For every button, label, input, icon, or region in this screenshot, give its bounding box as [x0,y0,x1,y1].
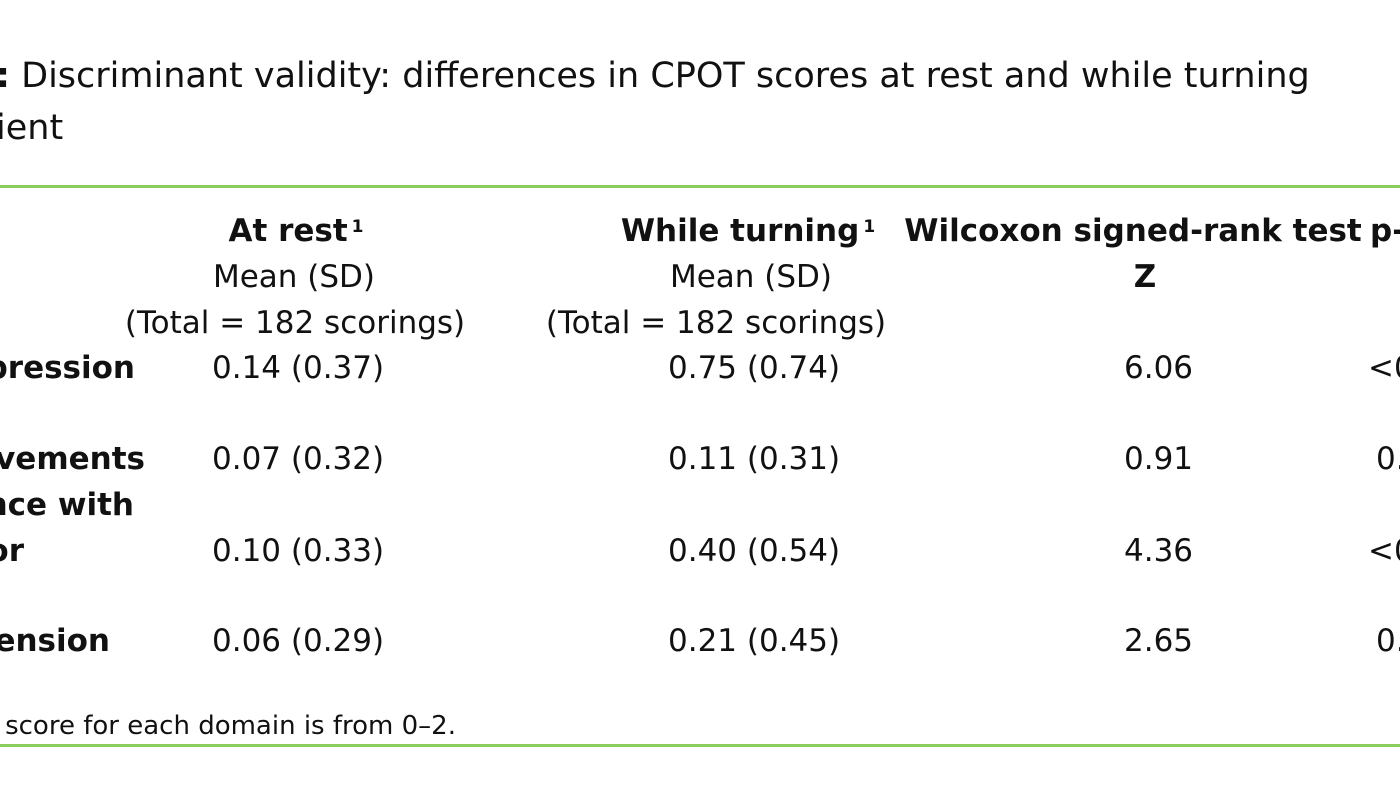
header-while-turning: While turning 1 [621,208,875,254]
header-while-turning-title: While turning [620,213,860,249]
cell-while-turning: 0.75 (0.74) [668,350,841,386]
cell-p-value: <0 [1368,350,1400,386]
header-while-turning-stat: Mean (SD) [669,259,833,295]
cell-p-value: 0. [1376,441,1400,477]
cell-while-turning: 0.21 (0.45) [668,623,841,659]
cell-at-rest: 0.14 (0.37) [212,350,385,386]
header-at-rest-title: At rest [228,213,348,249]
caption-text-line2: ient [0,108,64,148]
cell-p-value: <0 [1368,533,1400,569]
header-while-turning-footnote-mark: 1 [863,217,876,237]
cell-at-rest: 0.10 (0.33) [212,533,385,569]
cell-while-turning: 0.11 (0.31) [668,441,841,477]
header-at-rest-stat: Mean (SD) [212,259,376,295]
caption-label: : [0,56,10,96]
row-label-compliance-line2: or [0,533,24,569]
table-caption: : Discriminant validity: differences in … [0,50,1400,154]
header-at-rest: At rest 1 [228,208,363,254]
cell-p-value: 0. [1376,623,1400,659]
cell-z: 2.65 [1124,623,1194,659]
header-wilcoxon-z: Z [1133,259,1157,295]
header-wilcoxon: Wilcoxon signed-rank test [904,213,1362,249]
cell-at-rest: 0.06 (0.29) [212,623,385,659]
cell-z: 6.06 [1124,350,1194,386]
header-at-rest-footnote-mark: 1 [351,217,364,237]
row-label-compliance-line1: nce with [0,487,134,523]
row-label-facial-expression: xpression [0,350,135,386]
header-p-value: p- [1370,213,1400,249]
table-bottom-rule [0,744,1400,747]
cell-z: 0.91 [1124,441,1194,477]
header-while-turning-total: (Total = 182 scorings) [545,305,887,341]
caption-text: Discriminant validity: differences in CP… [10,56,1310,96]
cell-at-rest: 0.07 (0.32) [212,441,385,477]
cell-z: 4.36 [1124,533,1194,569]
table-footnote: e score for each domain is from 0–2. [0,711,456,741]
row-label-body-movements: ovements [0,441,145,477]
table-top-rule [0,185,1400,188]
row-label-muscle-tension: tension [0,623,110,659]
cell-while-turning: 0.40 (0.54) [668,533,841,569]
header-at-rest-total: (Total = 182 scorings) [124,305,466,341]
